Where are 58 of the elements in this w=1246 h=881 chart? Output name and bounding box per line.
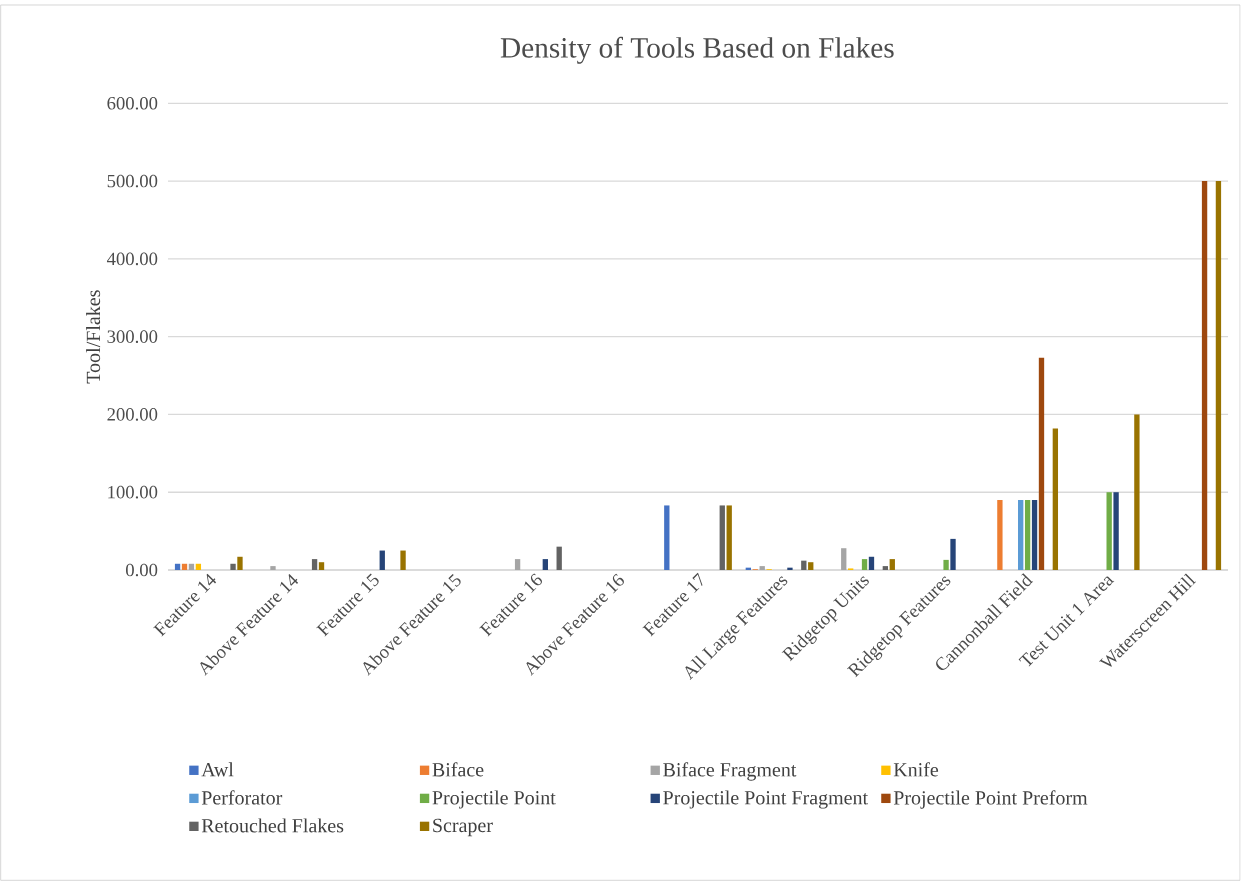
bar (514, 559, 521, 570)
bar (719, 505, 725, 570)
bar (997, 499, 1003, 570)
legend-label: Projectile Point Preform (893, 790, 1088, 809)
bar (1106, 492, 1112, 570)
bar (787, 567, 793, 570)
y-tick-label: 500.00 (107, 174, 158, 188)
bar (270, 566, 276, 570)
bar (379, 550, 385, 570)
y-tick-label: 600.00 (107, 96, 158, 110)
legend-label: Projectile Point Fragment (663, 790, 868, 809)
legend-label: Scraper (433, 818, 493, 837)
bar (400, 550, 406, 570)
legend-label: Awl (201, 762, 234, 777)
bar (195, 563, 202, 570)
bar (237, 556, 243, 570)
y-tick-label: 400.00 (106, 252, 158, 266)
bar (868, 556, 875, 570)
bar (311, 559, 318, 570)
bar (889, 559, 895, 570)
bar (726, 505, 732, 570)
bar (556, 546, 562, 570)
bar (882, 566, 889, 570)
bar (174, 563, 181, 570)
bar (188, 563, 195, 570)
legend-label: Knife (893, 762, 939, 777)
bar (1134, 414, 1140, 570)
bar (1038, 357, 1045, 570)
bar (542, 559, 548, 570)
legend-label: Perforator (201, 790, 283, 805)
bar (861, 559, 868, 570)
bar (943, 559, 949, 570)
bar (181, 563, 188, 570)
bar (801, 560, 807, 570)
bar (950, 538, 956, 570)
bar (1052, 428, 1059, 570)
chart-title: Density of Tools Based on Flakes (500, 36, 894, 64)
bar (230, 563, 236, 570)
bar (1113, 492, 1119, 570)
y-axis-title: Tool/Flakes (86, 290, 101, 384)
legend-label: Biface Fragment (663, 762, 797, 781)
bar (1201, 181, 1208, 570)
bar (664, 505, 670, 570)
bar (1018, 499, 1024, 570)
bar (318, 562, 325, 570)
legend-label: Retouched Flakes (201, 818, 344, 833)
bar (1215, 181, 1222, 570)
y-tick-label: 100.00 (108, 485, 158, 499)
bar (841, 548, 847, 570)
bar (1024, 499, 1031, 570)
y-tick-label: 0.00 (126, 563, 158, 577)
y-tick-label: 200.00 (107, 408, 158, 421)
bar (808, 562, 814, 570)
bar (759, 566, 765, 570)
y-tick-label: 300.00 (107, 330, 158, 344)
legend-label: Projectile Point (432, 790, 556, 809)
bar (1031, 499, 1038, 570)
legend-label: Biface (432, 762, 484, 777)
